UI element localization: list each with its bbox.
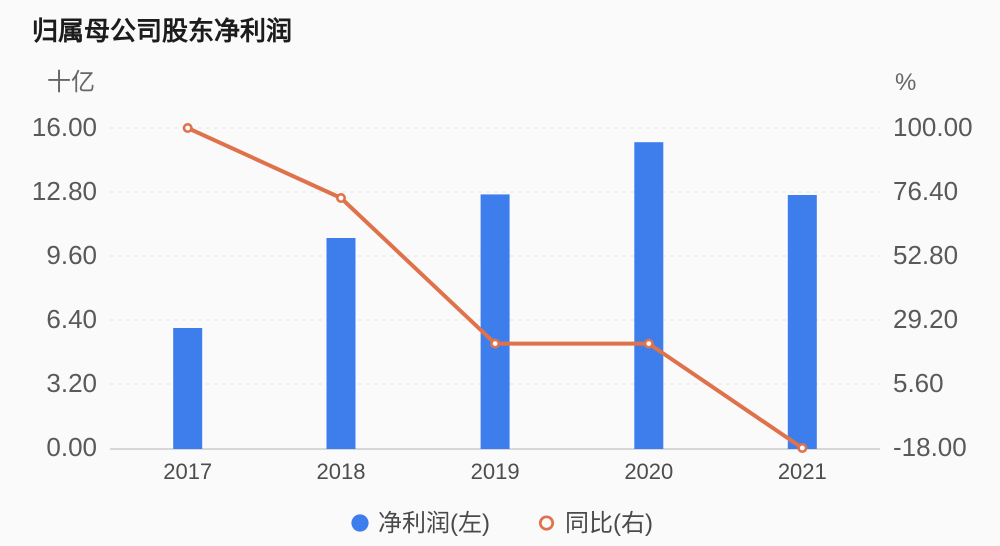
svg-text:净利润(左): 净利润(左): [378, 510, 490, 537]
svg-text:16.00: 16.00: [32, 112, 97, 142]
svg-text:0.00: 0.00: [46, 432, 97, 462]
svg-text:2021: 2021: [778, 459, 827, 484]
svg-text:76.40: 76.40: [893, 176, 958, 206]
svg-text:5.60: 5.60: [893, 368, 944, 398]
svg-text:100.00: 100.00: [893, 112, 973, 142]
svg-text:29.20: 29.20: [893, 304, 958, 334]
svg-text:2019: 2019: [471, 459, 520, 484]
svg-text:12.80: 12.80: [32, 176, 97, 206]
svg-text:归属母公司股东净利润: 归属母公司股东净利润: [32, 16, 292, 46]
svg-text:2020: 2020: [624, 459, 673, 484]
svg-text:3.20: 3.20: [46, 368, 97, 398]
svg-text:52.80: 52.80: [893, 240, 958, 270]
svg-text:同比(右): 同比(右): [565, 510, 653, 537]
svg-text:2017: 2017: [163, 459, 212, 484]
svg-text:十亿: 十亿: [47, 69, 95, 96]
svg-text:9.60: 9.60: [46, 240, 97, 270]
svg-text:-18.00: -18.00: [893, 432, 967, 462]
svg-text:%: %: [895, 69, 916, 96]
svg-text:2018: 2018: [317, 459, 366, 484]
svg-text:6.40: 6.40: [46, 304, 97, 334]
